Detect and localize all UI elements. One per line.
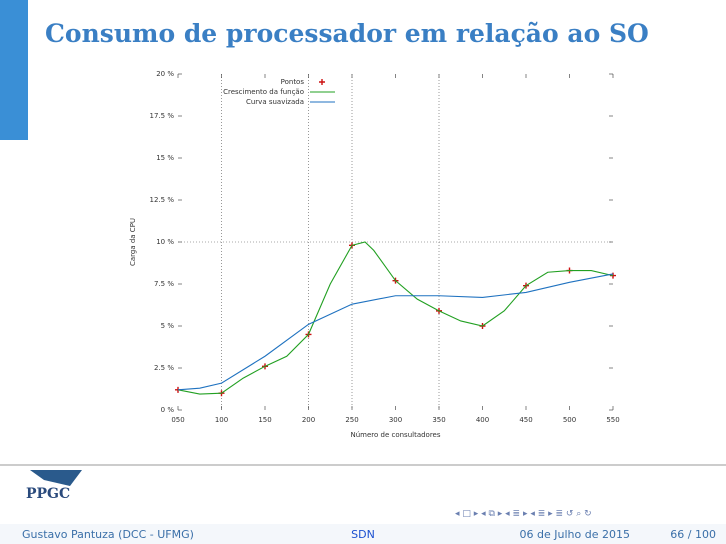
y-axis-label: Carga da CPU [129,218,137,266]
slide-title: Consumo de processador em relação ao SO [45,19,649,48]
side-bar [0,0,28,140]
x-tick-label: 200 [302,416,315,424]
x-tick-label: 050 [171,416,184,424]
y-tick-label: 20 % [156,70,174,78]
x-tick-label: 150 [258,416,271,424]
x-tick-label: 500 [563,416,576,424]
legend-label: Curva suavizada [246,98,304,106]
x-tick-label: 250 [345,416,358,424]
y-tick-label: 5 % [161,322,175,330]
nav-icons[interactable]: ◂ □ ▸ ◂ ⧉ ▸ ◂ ≣ ▸ ◂ ≣ ▸ ≣ ↺ ⌕ ↻ [455,509,592,519]
line-series [177,241,614,395]
x-axis-label: Número de consultadores [350,431,440,439]
legend-swatch [319,79,325,85]
y-tick-label: 10 % [156,238,174,246]
y-tick-label: 0 % [161,406,175,414]
footer-page: 66 / 100 [670,528,716,541]
footer-bar [0,524,726,544]
x-tick-label: 100 [215,416,228,424]
x-tick-label: 550 [606,416,619,424]
footer-author: Gustavo Pantuza (DCC - UFMG) [22,528,194,541]
x-tick-label: 400 [476,416,489,424]
y-tick-label: 17.5 % [150,112,175,120]
x-tick-label: 350 [432,416,445,424]
footer-short-title: SDN [351,528,375,541]
logo-text: PPGC [26,486,70,502]
x-tick-label: 450 [519,416,532,424]
x-tick-label: 300 [389,416,402,424]
y-tick-label: 2.5 % [154,364,174,372]
y-tick-label: 12.5 % [150,196,175,204]
legend-label: Pontos [281,78,305,86]
y-tick-label: 7.5 % [154,280,174,288]
logo: PPGC [26,470,82,502]
y-tick-label: 15 % [156,154,174,162]
line-series [177,273,614,391]
footer-date: 06 de Julho de 2015 [520,528,630,541]
legend-label: Crescimento da função [223,88,304,96]
chart: 0 % 2.5 % 5 % 7.5 % 10 % 12.5 % 15 % 17.5 % 20 %… [129,70,620,439]
svg-text:◂ □ ▸ ◂ ⧉ ▸ ◂ ≣ ▸ ◂ ≣ ▸ ≣: ◂ □ ▸ ◂ ⧉ ▸ ◂ ≣ ▸ ◂ ≣ ▸ ≣ ↺ ⌕ ↻ [455,509,592,519]
